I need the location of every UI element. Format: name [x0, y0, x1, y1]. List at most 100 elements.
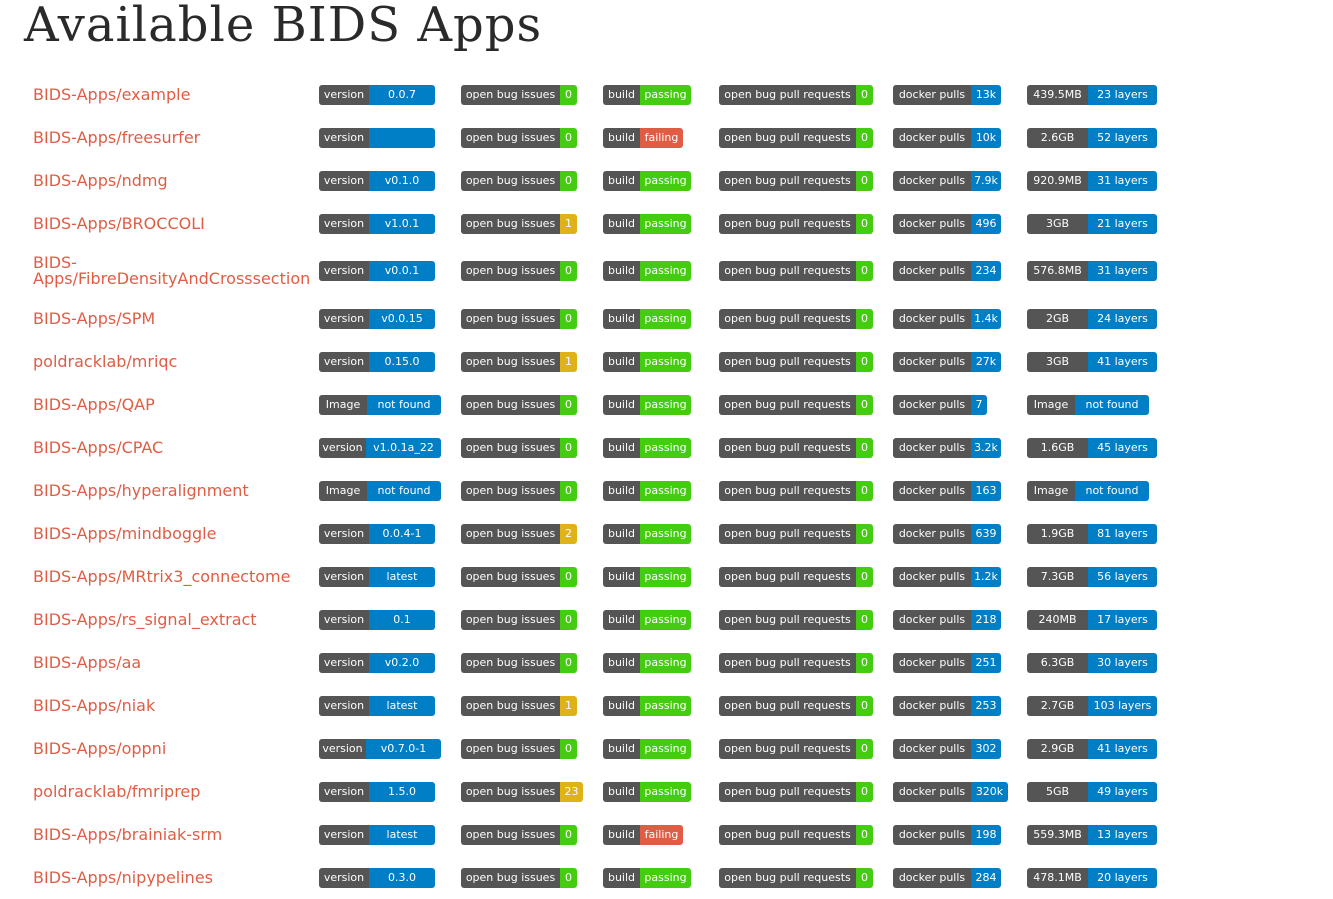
image-layers-badge[interactable]: 2.7GB 103 layers: [1027, 695, 1157, 716]
app-repo-link[interactable]: BIDS-Apps/aa: [33, 652, 142, 672]
build-status-badge[interactable]: build passing: [603, 609, 691, 630]
version-badge[interactable]: version latest: [319, 824, 435, 845]
docker-pulls-badge[interactable]: docker pulls 163: [893, 480, 1001, 501]
build-status-badge[interactable]: build passing: [603, 437, 691, 458]
build-status-badge[interactable]: build passing: [603, 351, 691, 372]
build-status-badge[interactable]: build passing: [603, 170, 691, 191]
app-repo-link[interactable]: BIDS-Apps/BROCCOLI: [33, 213, 205, 233]
docker-pulls-badge[interactable]: docker pulls 234: [893, 261, 1001, 281]
build-status-badge[interactable]: build passing: [603, 308, 691, 329]
open-prs-badge[interactable]: open bug pull requests 0: [719, 652, 873, 673]
open-prs-badge[interactable]: open bug pull requests 0: [719, 609, 873, 630]
open-issues-badge[interactable]: open bug issues 0: [461, 437, 577, 458]
docker-pulls-badge[interactable]: docker pulls 320k: [893, 781, 1008, 802]
build-status-badge[interactable]: build passing: [603, 566, 691, 587]
open-prs-badge[interactable]: open bug pull requests 0: [719, 308, 873, 329]
version-badge[interactable]: version v0.1.0: [319, 170, 435, 191]
app-repo-link[interactable]: BIDS-Apps/FibreDensityAndCrosssection: [33, 253, 311, 288]
app-repo-link[interactable]: BIDS-Apps/rs_signal_extract: [33, 609, 257, 629]
docker-pulls-badge[interactable]: docker pulls 302: [893, 738, 1001, 759]
open-prs-badge[interactable]: open bug pull requests 0: [719, 84, 873, 105]
version-badge[interactable]: version 0.1: [319, 609, 435, 630]
open-prs-badge[interactable]: open bug pull requests 0: [719, 695, 873, 716]
app-repo-link[interactable]: poldracklab/fmriprep: [33, 781, 201, 801]
image-layers-badge[interactable]: 6.3GB 30 layers: [1027, 652, 1157, 673]
version-badge[interactable]: version 1.5.0: [319, 781, 435, 802]
image-layers-badge[interactable]: 439.5MB 23 layers: [1027, 84, 1157, 105]
docker-pulls-badge[interactable]: docker pulls 1.4k: [893, 308, 1001, 329]
open-prs-badge[interactable]: open bug pull requests 0: [719, 738, 873, 759]
build-status-badge[interactable]: build failing: [603, 127, 683, 148]
image-layers-badge[interactable]: 2.9GB 41 layers: [1027, 738, 1157, 759]
open-prs-badge[interactable]: open bug pull requests 0: [719, 566, 873, 587]
docker-pulls-badge[interactable]: docker pulls 496: [893, 213, 1001, 234]
version-badge[interactable]: version v1.0.1a_22: [319, 437, 441, 458]
open-prs-badge[interactable]: open bug pull requests 0: [719, 437, 873, 458]
docker-pulls-badge[interactable]: docker pulls 198: [893, 824, 1001, 845]
open-prs-badge[interactable]: open bug pull requests 0: [719, 867, 873, 888]
build-status-badge[interactable]: build passing: [603, 738, 691, 759]
app-repo-link[interactable]: BIDS-Apps/nipypelines: [33, 867, 213, 887]
image-layers-badge[interactable]: 1.9GB 81 layers: [1027, 523, 1157, 544]
version-badge[interactable]: Image not found: [319, 394, 441, 415]
image-layers-badge[interactable]: 559.3MB 13 layers: [1027, 824, 1157, 845]
open-issues-badge[interactable]: open bug issues 0: [461, 824, 577, 845]
docker-pulls-badge[interactable]: docker pulls 7: [893, 394, 987, 415]
open-prs-badge[interactable]: open bug pull requests 0: [719, 127, 873, 148]
version-badge[interactable]: version v1.0.1: [319, 213, 435, 234]
open-prs-badge[interactable]: open bug pull requests 0: [719, 213, 873, 234]
open-issues-badge[interactable]: open bug issues 0: [461, 84, 577, 105]
image-layers-badge[interactable]: 1.6GB 45 layers: [1027, 437, 1157, 458]
open-prs-badge[interactable]: open bug pull requests 0: [719, 523, 873, 544]
version-badge[interactable]: version latest: [319, 695, 435, 716]
build-status-badge[interactable]: build passing: [603, 480, 691, 501]
open-prs-badge[interactable]: open bug pull requests 0: [719, 394, 873, 415]
app-repo-link[interactable]: BIDS-Apps/mindboggle: [33, 523, 217, 543]
version-badge[interactable]: Image not found: [319, 480, 441, 501]
open-issues-badge[interactable]: open bug issues 0: [461, 394, 577, 415]
version-badge[interactable]: version latest: [319, 566, 435, 587]
version-badge[interactable]: version v0.0.15: [319, 308, 435, 329]
open-issues-badge[interactable]: open bug issues 2: [461, 523, 577, 544]
image-layers-badge[interactable]: 5GB 49 layers: [1027, 781, 1157, 802]
version-badge[interactable]: version v0.7.0-1: [319, 738, 441, 759]
build-status-badge[interactable]: build passing: [603, 84, 691, 105]
app-repo-link[interactable]: BIDS-Apps/QAP: [33, 394, 155, 414]
image-layers-badge[interactable]: 7.3GB 56 layers: [1027, 566, 1157, 587]
docker-pulls-badge[interactable]: docker pulls 13k: [893, 84, 1001, 105]
docker-pulls-badge[interactable]: docker pulls 7.9k: [893, 170, 1001, 191]
open-issues-badge[interactable]: open bug issues 0: [461, 170, 577, 191]
open-issues-badge[interactable]: open bug issues 0: [461, 261, 577, 281]
app-repo-link[interactable]: BIDS-Apps/freesurfer: [33, 127, 201, 147]
docker-pulls-badge[interactable]: docker pulls 10k: [893, 127, 1001, 148]
build-status-badge[interactable]: build passing: [603, 781, 691, 802]
version-badge[interactable]: version: [319, 127, 435, 148]
app-repo-link[interactable]: BIDS-Apps/niak: [33, 695, 156, 715]
image-layers-badge[interactable]: 240MB 17 layers: [1027, 609, 1157, 630]
build-status-badge[interactable]: build passing: [603, 695, 691, 716]
open-prs-badge[interactable]: open bug pull requests 0: [719, 824, 873, 845]
open-prs-badge[interactable]: open bug pull requests 0: [719, 170, 873, 191]
image-layers-badge[interactable]: 576.8MB 31 layers: [1027, 261, 1157, 281]
app-repo-link[interactable]: poldracklab/mriqc: [33, 351, 178, 371]
app-repo-link[interactable]: BIDS-Apps/ndmg: [33, 170, 168, 190]
open-issues-badge[interactable]: open bug issues 0: [461, 127, 577, 148]
docker-pulls-badge[interactable]: docker pulls 1.2k: [893, 566, 1001, 587]
version-badge[interactable]: version 0.15.0: [319, 351, 435, 372]
open-prs-badge[interactable]: open bug pull requests 0: [719, 261, 873, 281]
docker-pulls-badge[interactable]: docker pulls 639: [893, 523, 1001, 544]
version-badge[interactable]: version 0.0.4-1: [319, 523, 435, 544]
docker-pulls-badge[interactable]: docker pulls 251: [893, 652, 1001, 673]
build-status-badge[interactable]: build failing: [603, 824, 683, 845]
app-repo-link[interactable]: BIDS-Apps/MRtrix3_connectome: [33, 566, 291, 586]
build-status-badge[interactable]: build passing: [603, 867, 691, 888]
open-prs-badge[interactable]: open bug pull requests 0: [719, 480, 873, 501]
docker-pulls-badge[interactable]: docker pulls 3.2k: [893, 437, 1001, 458]
app-repo-link[interactable]: BIDS-Apps/oppni: [33, 738, 167, 758]
docker-pulls-badge[interactable]: docker pulls 253: [893, 695, 1001, 716]
open-prs-badge[interactable]: open bug pull requests 0: [719, 781, 873, 802]
app-repo-link[interactable]: BIDS-Apps/example: [33, 84, 191, 104]
docker-pulls-badge[interactable]: docker pulls 218: [893, 609, 1001, 630]
image-layers-badge[interactable]: 478.1MB 20 layers: [1027, 867, 1157, 888]
open-issues-badge[interactable]: open bug issues 0: [461, 308, 577, 329]
